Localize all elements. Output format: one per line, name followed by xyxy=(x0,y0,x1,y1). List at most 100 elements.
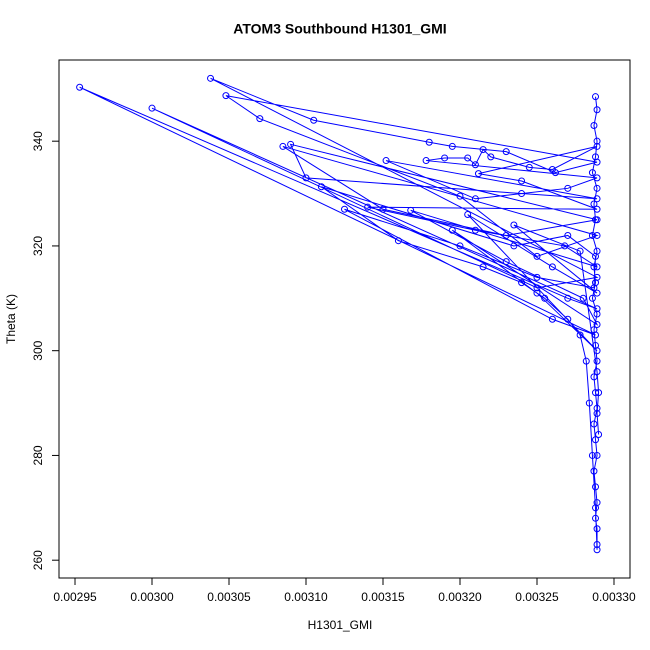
y-tick-label: 260 xyxy=(31,550,45,570)
marker xyxy=(441,154,449,162)
marker xyxy=(588,294,596,302)
marker xyxy=(456,192,464,200)
marker xyxy=(518,190,526,198)
marker xyxy=(207,74,215,82)
marker xyxy=(593,195,601,203)
marker xyxy=(379,205,387,213)
marker xyxy=(502,148,510,156)
marker xyxy=(593,525,601,533)
marker xyxy=(593,305,601,313)
marker xyxy=(593,368,601,376)
marker xyxy=(579,294,587,302)
marker xyxy=(593,216,601,224)
x-tick-label: 0.00325 xyxy=(515,590,559,604)
marker xyxy=(593,451,601,459)
marker xyxy=(279,142,287,150)
marker xyxy=(148,104,156,112)
marker xyxy=(593,137,601,145)
y-tick-label: 320 xyxy=(31,236,45,256)
chart-title: ATOM3 Southbound H1301_GMI xyxy=(233,21,446,37)
marker xyxy=(474,170,482,178)
marker xyxy=(561,242,569,250)
marker xyxy=(590,263,598,271)
marker xyxy=(593,184,601,192)
marker xyxy=(595,389,603,397)
marker xyxy=(592,389,600,397)
marker xyxy=(548,263,556,271)
marker xyxy=(464,154,472,162)
marker xyxy=(479,146,487,154)
marker xyxy=(533,273,541,281)
x-tick-label: 0.00320 xyxy=(438,590,482,604)
marker xyxy=(471,161,479,169)
marker xyxy=(310,116,318,124)
marker xyxy=(576,247,584,255)
marker xyxy=(364,203,372,211)
x-tick-label: 0.00300 xyxy=(130,590,174,604)
marker xyxy=(548,315,556,323)
marker xyxy=(425,138,433,146)
marker xyxy=(593,174,601,182)
marker xyxy=(593,142,601,150)
marker xyxy=(593,540,601,548)
marker xyxy=(407,206,415,214)
marker xyxy=(302,174,310,182)
marker xyxy=(541,294,549,302)
y-tick-label: 300 xyxy=(31,340,45,360)
marker xyxy=(394,237,402,245)
marker xyxy=(592,93,600,101)
marker xyxy=(582,357,590,365)
marker xyxy=(595,430,603,438)
marker xyxy=(590,420,598,428)
marker xyxy=(564,231,572,239)
marker xyxy=(76,83,84,91)
marker xyxy=(502,258,510,266)
marker xyxy=(593,347,601,355)
marker xyxy=(564,315,572,323)
x-tick-label: 0.00330 xyxy=(592,590,636,604)
marker xyxy=(464,211,472,219)
x-axis-label: H1301_GMI xyxy=(308,618,373,632)
marker xyxy=(471,226,479,234)
marker xyxy=(456,242,464,250)
marker xyxy=(502,231,510,239)
marker xyxy=(222,92,230,100)
marker xyxy=(564,184,572,192)
marker xyxy=(588,231,596,239)
marker xyxy=(592,436,600,444)
marker xyxy=(593,310,601,318)
marker xyxy=(592,252,600,260)
y-axis-label: Theta (K) xyxy=(4,294,18,344)
marker xyxy=(525,163,533,171)
marker xyxy=(592,514,600,522)
marker xyxy=(592,504,600,512)
marker xyxy=(588,169,596,177)
marker xyxy=(593,404,601,412)
marker xyxy=(593,263,601,271)
marker xyxy=(576,331,584,339)
marker xyxy=(593,410,601,418)
marker xyxy=(471,195,479,203)
marker xyxy=(593,320,601,328)
marker xyxy=(564,294,572,302)
marker xyxy=(593,205,601,213)
marker xyxy=(590,284,598,292)
marker xyxy=(592,483,600,491)
marker xyxy=(256,115,264,123)
y-tick-label: 340 xyxy=(31,131,45,151)
marker xyxy=(510,242,518,250)
marker xyxy=(533,252,541,260)
marker xyxy=(479,263,487,271)
marker xyxy=(593,357,601,365)
line xyxy=(79,77,600,550)
marker xyxy=(593,289,601,297)
marker xyxy=(287,140,295,148)
marker xyxy=(533,284,541,292)
marker xyxy=(382,157,390,165)
marker xyxy=(593,158,601,166)
marker xyxy=(590,467,598,475)
marker xyxy=(487,153,495,161)
marker xyxy=(592,331,600,339)
marker xyxy=(533,289,541,297)
